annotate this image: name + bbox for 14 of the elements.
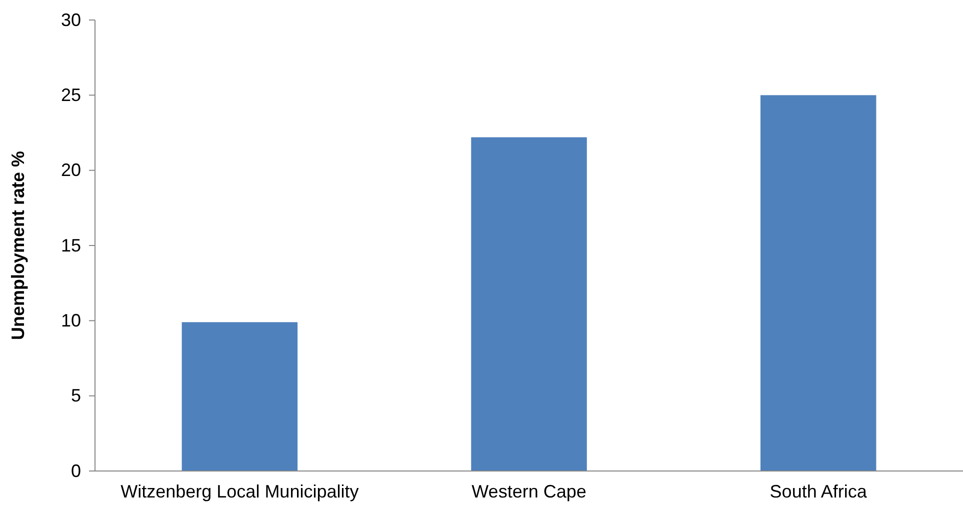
x-tick-label: South Africa: [770, 481, 868, 502]
y-tick-label: 25: [60, 84, 81, 105]
x-tick-label: Western Cape: [472, 481, 586, 502]
bar: [182, 322, 298, 471]
y-tick-label: 10: [60, 310, 81, 330]
y-tick-label: 15: [60, 235, 81, 256]
x-tick-label: Witzenberg Local Municipality: [120, 481, 359, 502]
y-axis-title: Unemployment rate %: [8, 150, 28, 340]
y-tick-label: 5: [70, 386, 81, 406]
bar: [760, 95, 876, 471]
y-tick-label: 30: [60, 10, 81, 30]
y-tick-label: 20: [60, 160, 81, 180]
bar: [471, 137, 587, 471]
y-tick-label: 0: [70, 460, 81, 481]
